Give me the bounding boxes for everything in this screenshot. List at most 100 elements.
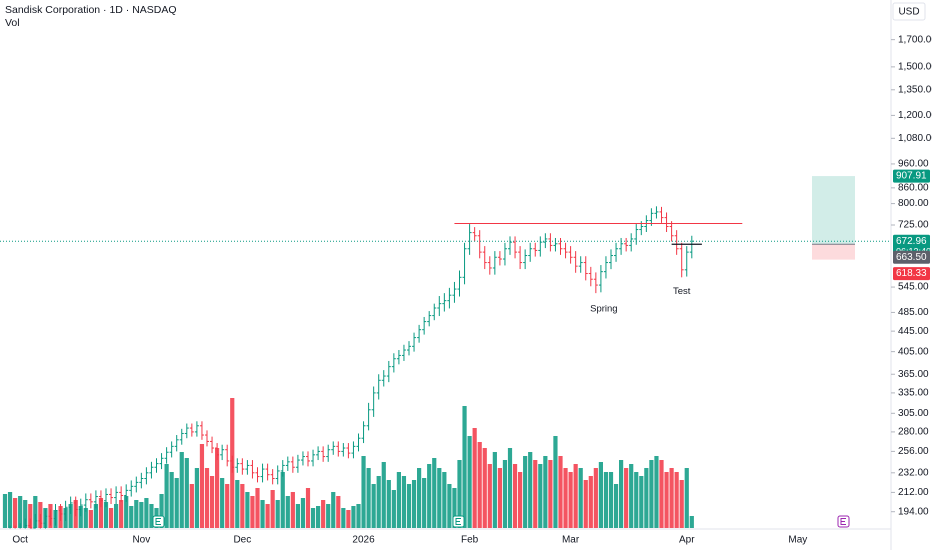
x-tick-label: Dec: [233, 535, 251, 546]
volume-bar: [240, 484, 245, 528]
volume-bar: [300, 498, 306, 528]
volume-bar: [523, 456, 528, 528]
volume-bar: [361, 456, 366, 528]
annotation: Test: [673, 286, 691, 297]
volume-bar: [321, 500, 326, 528]
volume-bar: [381, 462, 386, 528]
currency-box[interactable]: [892, 2, 926, 21]
volume-bar: [593, 468, 598, 528]
volume-bar: [270, 490, 275, 528]
volume-bar: [674, 472, 679, 528]
earnings-icon[interactable]: [152, 515, 165, 528]
volume-bar: [654, 456, 659, 528]
volume-bar: [512, 464, 518, 528]
volume-bar: [159, 494, 164, 528]
volume-bar: [497, 468, 502, 528]
volume-bar: [664, 472, 669, 528]
volume-bar: [644, 468, 649, 528]
volume-bar: [437, 468, 442, 528]
volume-bar: [23, 500, 28, 528]
volume-bar: [401, 476, 407, 528]
volume-bar: [280, 472, 285, 528]
volume-bar: [98, 498, 104, 528]
volume-bar: [310, 508, 316, 528]
volume-bar: [119, 500, 124, 528]
x-tick-label: 2026: [352, 535, 375, 546]
earnings-glyph: [455, 518, 461, 525]
volume-bar: [255, 488, 260, 528]
volume-bar: [68, 504, 73, 528]
earnings-icon[interactable]: [452, 515, 465, 528]
volume-bar: [114, 504, 119, 528]
volume-bar: [649, 460, 654, 528]
price-badge-label: 672.96: [896, 236, 927, 247]
volume-bar: [250, 496, 255, 528]
x-tick-label: Oct: [12, 535, 28, 546]
volume-bar: [502, 460, 508, 528]
volume-bar: [174, 478, 179, 528]
volume-bar: [447, 484, 452, 528]
price-badge-label: 663.50: [896, 252, 927, 263]
earnings-icon[interactable]: [837, 515, 850, 528]
volume-bar: [351, 506, 356, 528]
x-tick-label: May: [788, 535, 807, 546]
volume-bar: [13, 498, 18, 528]
volume-bar: [563, 468, 568, 528]
volume-bar: [260, 500, 265, 528]
price-badge: [893, 169, 930, 183]
volume-bar: [386, 480, 391, 528]
volume-bar: [331, 492, 336, 528]
volume-bar: [538, 464, 543, 528]
volume-bar: [134, 500, 139, 528]
volume-bar: [432, 458, 437, 528]
volume-bar: [684, 468, 689, 528]
volume-bar: [543, 456, 548, 528]
y-tick-label: 800.00: [898, 198, 929, 209]
y-tick-label: 305.00: [898, 408, 929, 419]
volume-bar: [290, 492, 295, 528]
y-tick-label: 960.00: [898, 159, 929, 170]
volume-bar: [129, 506, 134, 528]
volume-bar: [548, 460, 553, 528]
y-tick-label: 1,200.00: [898, 110, 932, 121]
volume-bar: [492, 452, 497, 528]
volume-bar: [608, 472, 614, 528]
volume-bar: [573, 464, 578, 528]
chart-title: Sandisk Corporation · 1D · NASDAQ: [5, 4, 177, 16]
volume-bar: [245, 492, 250, 528]
volume-bar: [417, 468, 422, 528]
volume-bar: [689, 516, 694, 528]
volume-bar: [144, 498, 149, 528]
volume-bar: [275, 500, 280, 528]
y-tick-label: 545.00: [898, 282, 929, 293]
volume-bar: [108, 508, 114, 528]
volume-bar: [528, 452, 533, 528]
plot-area: [2, 176, 855, 529]
y-tick-label: 194.00: [898, 506, 929, 517]
currency[interactable]: USD: [898, 7, 919, 18]
volume-bar: [553, 436, 558, 528]
volume-bar: [457, 460, 462, 528]
volume-bar: [669, 468, 674, 528]
volume-bar: [472, 428, 477, 528]
volume-bar: [265, 504, 270, 528]
volume-bar: [139, 502, 144, 528]
volume-bar: [629, 464, 634, 528]
volume-bar: [2, 494, 8, 528]
volume-bar: [507, 448, 513, 528]
volume-bar: [411, 480, 417, 528]
volume-bar: [189, 484, 194, 528]
y-tick-label: 232.00: [898, 467, 929, 478]
y-tick-label: 1,080.00: [898, 133, 932, 144]
volume-bar: [619, 460, 624, 528]
volume-bar: [371, 484, 376, 528]
volume-bar: [639, 476, 644, 528]
volume-bar: [477, 442, 482, 528]
volume-bar: [83, 508, 88, 528]
volume-bar: [33, 496, 38, 528]
volume-bar: [235, 480, 240, 528]
annotation: Spring: [590, 304, 617, 315]
volume-bar: [7, 492, 13, 528]
volume-bar: [356, 504, 361, 528]
